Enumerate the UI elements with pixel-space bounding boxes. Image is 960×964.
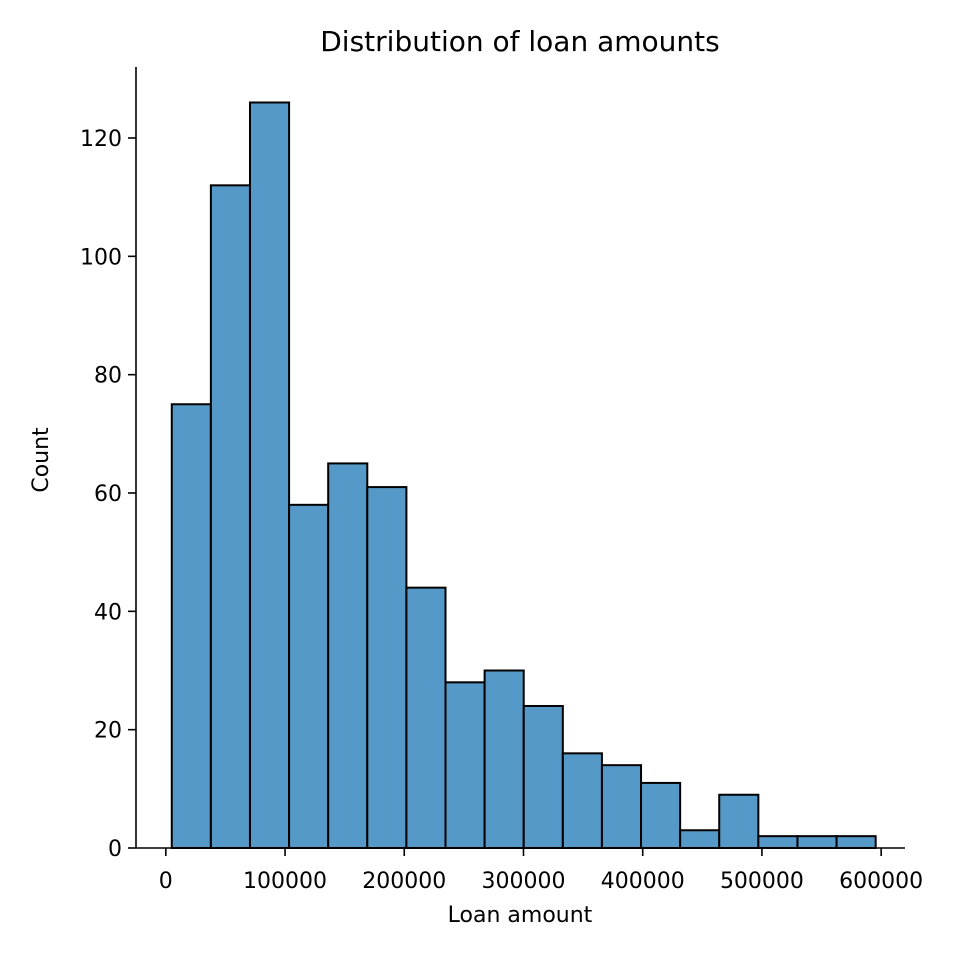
x-tick-label: 400000 (601, 869, 685, 894)
histogram-bar (209, 184, 251, 850)
histogram-bar (600, 764, 643, 850)
histogram-bars (170, 101, 877, 850)
histogram-bar (288, 503, 330, 849)
histogram-bar (366, 486, 408, 849)
y-tick-label: 40 (94, 600, 122, 625)
histogram-bar (522, 705, 564, 849)
histogram-bar (679, 829, 721, 849)
histogram-bar (248, 101, 291, 849)
y-tick-label: 100 (80, 245, 122, 270)
histogram-bar (796, 835, 838, 850)
y-ticks: 0 20 40 60 80 100 120 (80, 127, 136, 862)
x-tick-label: 200000 (362, 869, 446, 894)
histogram-bar (444, 681, 486, 849)
y-tick-label: 0 (108, 837, 122, 862)
histogram-bar (327, 462, 369, 849)
y-tick-label: 20 (94, 719, 122, 744)
x-tick-label: 500000 (720, 869, 804, 894)
x-tick-label: 0 (159, 869, 173, 894)
x-tick-label: 600000 (839, 869, 923, 894)
histogram-bar (835, 835, 877, 850)
axes (135, 67, 905, 849)
histogram-bar (170, 403, 212, 849)
y-tick-label: 120 (80, 127, 122, 152)
histogram-bar (640, 781, 682, 850)
x-ticks: 0 100000 200000 300000 400000 500000 600000 (159, 848, 923, 894)
x-axis-label: Loan amount (448, 903, 593, 928)
x-tick-label: 300000 (481, 869, 565, 894)
y-axis-label: Count (29, 427, 54, 493)
y-tick-label: 60 (94, 482, 122, 507)
chart-title: Distribution of loan amounts (320, 25, 719, 58)
histogram-bar (405, 586, 447, 850)
histogram-bar (483, 669, 525, 849)
histogram-bar (757, 835, 799, 850)
histogram-bar (718, 793, 760, 849)
histogram-bar (561, 752, 603, 849)
x-tick-label: 100000 (243, 869, 327, 894)
y-tick-label: 80 (94, 364, 122, 389)
